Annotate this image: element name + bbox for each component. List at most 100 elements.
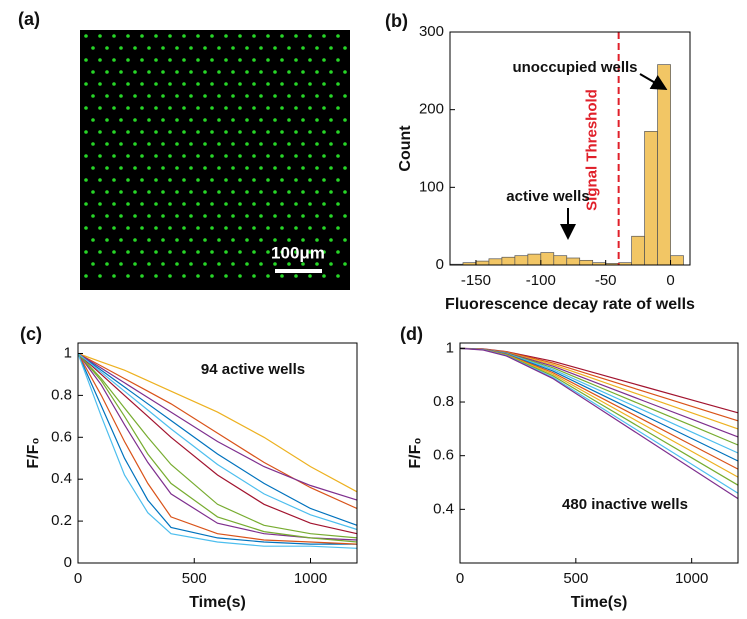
well-dot [91, 46, 95, 50]
well-dot [294, 226, 298, 230]
well-dot [315, 118, 319, 122]
well-dot [98, 130, 102, 134]
well-dot [91, 238, 95, 242]
well-dot [84, 154, 88, 158]
well-dot [273, 46, 277, 50]
well-dot [161, 214, 165, 218]
well-dot [245, 214, 249, 218]
well-dot [112, 34, 116, 38]
well-dot [224, 106, 228, 110]
well-dot [140, 130, 144, 134]
well-dot [231, 118, 235, 122]
well-dot [238, 106, 242, 110]
well-dot [287, 46, 291, 50]
well-dot [287, 262, 291, 266]
well-dot [210, 130, 214, 134]
well-dot [287, 118, 291, 122]
well-dot [126, 178, 130, 182]
well-dot [301, 166, 305, 170]
well-dot [147, 118, 151, 122]
well-dot [245, 262, 249, 266]
bar [657, 64, 671, 266]
well-dot [203, 190, 207, 194]
well-dot [336, 178, 340, 182]
well-dot [119, 214, 123, 218]
well-dot [315, 214, 319, 218]
y-tick-label: 300 [419, 23, 444, 40]
bar [670, 255, 684, 266]
well-dot [126, 202, 130, 206]
well-dot [84, 82, 88, 86]
well-dot [231, 190, 235, 194]
well-dot [112, 250, 116, 254]
well-dot [294, 202, 298, 206]
well-dot [308, 106, 312, 110]
well-dot [168, 178, 172, 182]
curve [77, 353, 358, 549]
well-dot [140, 106, 144, 110]
well-dot [294, 34, 298, 38]
well-dot [119, 166, 123, 170]
well-dot [133, 142, 137, 146]
well-dot [322, 106, 326, 110]
well-dot [322, 178, 326, 182]
well-dot [98, 154, 102, 158]
well-dot [147, 70, 151, 74]
well-dot [154, 106, 158, 110]
well-dot [210, 226, 214, 230]
well-dot [189, 214, 193, 218]
well-dot [140, 154, 144, 158]
well-dot [259, 118, 263, 122]
well-dot [168, 250, 172, 254]
well-dot [245, 166, 249, 170]
well-dot [84, 130, 88, 134]
well-dot [301, 118, 305, 122]
well-dot [84, 226, 88, 230]
well-dot [189, 142, 193, 146]
well-dot [182, 202, 186, 206]
well-dot [196, 130, 200, 134]
well-dot [98, 106, 102, 110]
well-dot [154, 34, 158, 38]
well-dot [287, 94, 291, 98]
annotation: 94 active wells [201, 361, 305, 378]
well-dot [308, 250, 312, 254]
well-dot [224, 178, 228, 182]
curve [77, 353, 357, 545]
well-dot [112, 58, 116, 62]
well-dot [280, 250, 284, 254]
well-dot [224, 274, 228, 278]
well-dot [294, 130, 298, 134]
well-dot [301, 46, 305, 50]
bar [644, 131, 658, 266]
well-dot [119, 94, 123, 98]
well-dot [231, 46, 235, 50]
arrow [639, 73, 668, 91]
well-dot [182, 154, 186, 158]
well-dot [336, 34, 340, 38]
curve [77, 353, 358, 541]
well-dot [175, 190, 179, 194]
well-dot [105, 118, 109, 122]
well-dot [245, 46, 249, 50]
bar [553, 255, 568, 266]
annotation: active wells [506, 188, 589, 205]
well-dot [280, 58, 284, 62]
x-tick-label: 1000 [675, 570, 708, 587]
x-tick-label: 0 [74, 570, 82, 587]
well-dot [161, 70, 165, 74]
well-dot [294, 250, 298, 254]
curve [77, 352, 358, 501]
well-dot [147, 46, 151, 50]
well-dot [140, 82, 144, 86]
well-dot [287, 142, 291, 146]
plot-area [78, 343, 357, 563]
curve [77, 353, 358, 545]
well-dot [259, 190, 263, 194]
well-dot [301, 238, 305, 242]
well-dot [210, 178, 214, 182]
bar [566, 257, 581, 266]
well-dot [140, 274, 144, 278]
well-dot [231, 70, 235, 74]
well-dot [210, 106, 214, 110]
